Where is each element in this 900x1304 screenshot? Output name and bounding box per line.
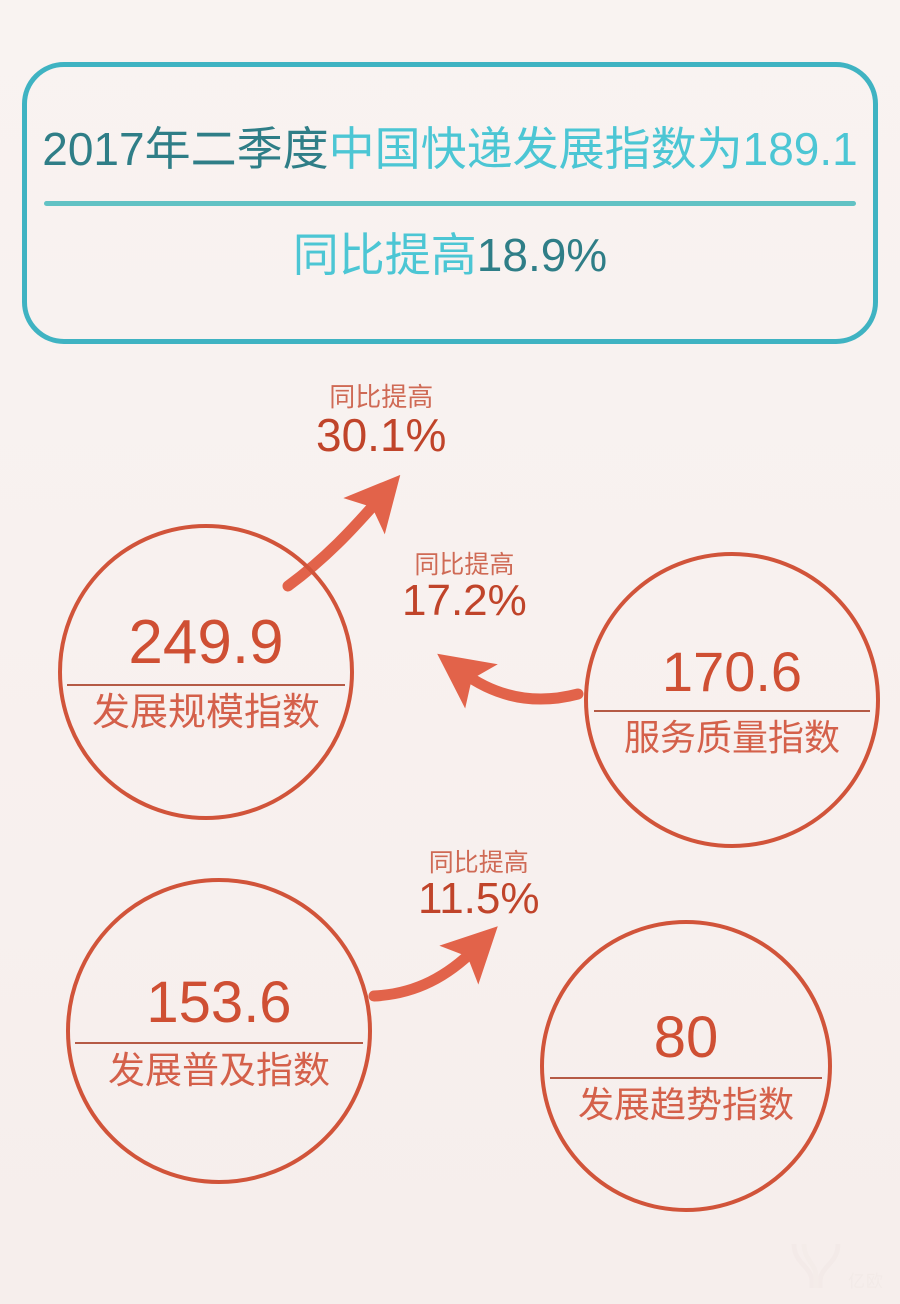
index-divider [67,684,345,686]
header-headline: 2017年二季度中国快递发展指数为189.1 [42,124,857,175]
brand-logo-icon [791,1243,841,1288]
index-value: 153.6 [146,969,292,1035]
header-subheadline: 同比提高18.9% [292,228,608,281]
index-divider [550,1077,822,1079]
index-divider [75,1041,363,1044]
index-label: 发展趋势指数 [577,1084,794,1125]
index-circle-penetration: 153.6 发展普及指数 [66,878,372,1184]
index-value: 249.9 [128,608,284,677]
index-circle-scale: 249.9 发展规模指数 [58,524,354,820]
growth-caption: 同比提高 [414,551,515,579]
growth-annotation-penetration: 同比提高 11.5% [418,850,540,922]
growth-value: 30.1% [316,409,447,462]
index-value: 80 [653,1005,719,1070]
arrow-to-service-growth [437,653,584,709]
index-circle-service: 170.6 服务质量指数 [584,552,880,848]
index-value: 170.6 [661,640,803,703]
arrow-to-penetration-growth [368,926,498,1002]
watermark-text: 亿欧 [848,1272,884,1291]
index-label: 服务质量指数 [623,717,840,758]
header-subheadline-value: 18.9% [476,228,608,281]
index-label: 发展规模指数 [91,692,320,734]
header-headline-period: 2017年二季度 [42,122,329,175]
header-card: 2017年二季度中国快递发展指数为189.1 同比提高18.9% [22,62,878,344]
header-divider [44,200,856,206]
growth-annotation-scale: 同比提高 30.1% [316,382,447,462]
watermark: 亿欧 [788,1236,884,1292]
index-divider [594,710,870,712]
header-subheadline-caption: 同比提高 [292,228,477,281]
growth-annotation-service: 同比提高 17.2% [402,552,527,624]
header-headline-index: 中国快递发展指数为189.1 [328,122,858,175]
growth-caption: 同比提高 [428,849,529,877]
index-circle-trend: 80 发展趋势指数 [540,920,832,1212]
growth-value: 11.5% [418,874,540,924]
index-label: 发展普及指数 [108,1049,330,1091]
growth-value: 17.2% [402,576,527,626]
growth-caption: 同比提高 [329,382,434,412]
